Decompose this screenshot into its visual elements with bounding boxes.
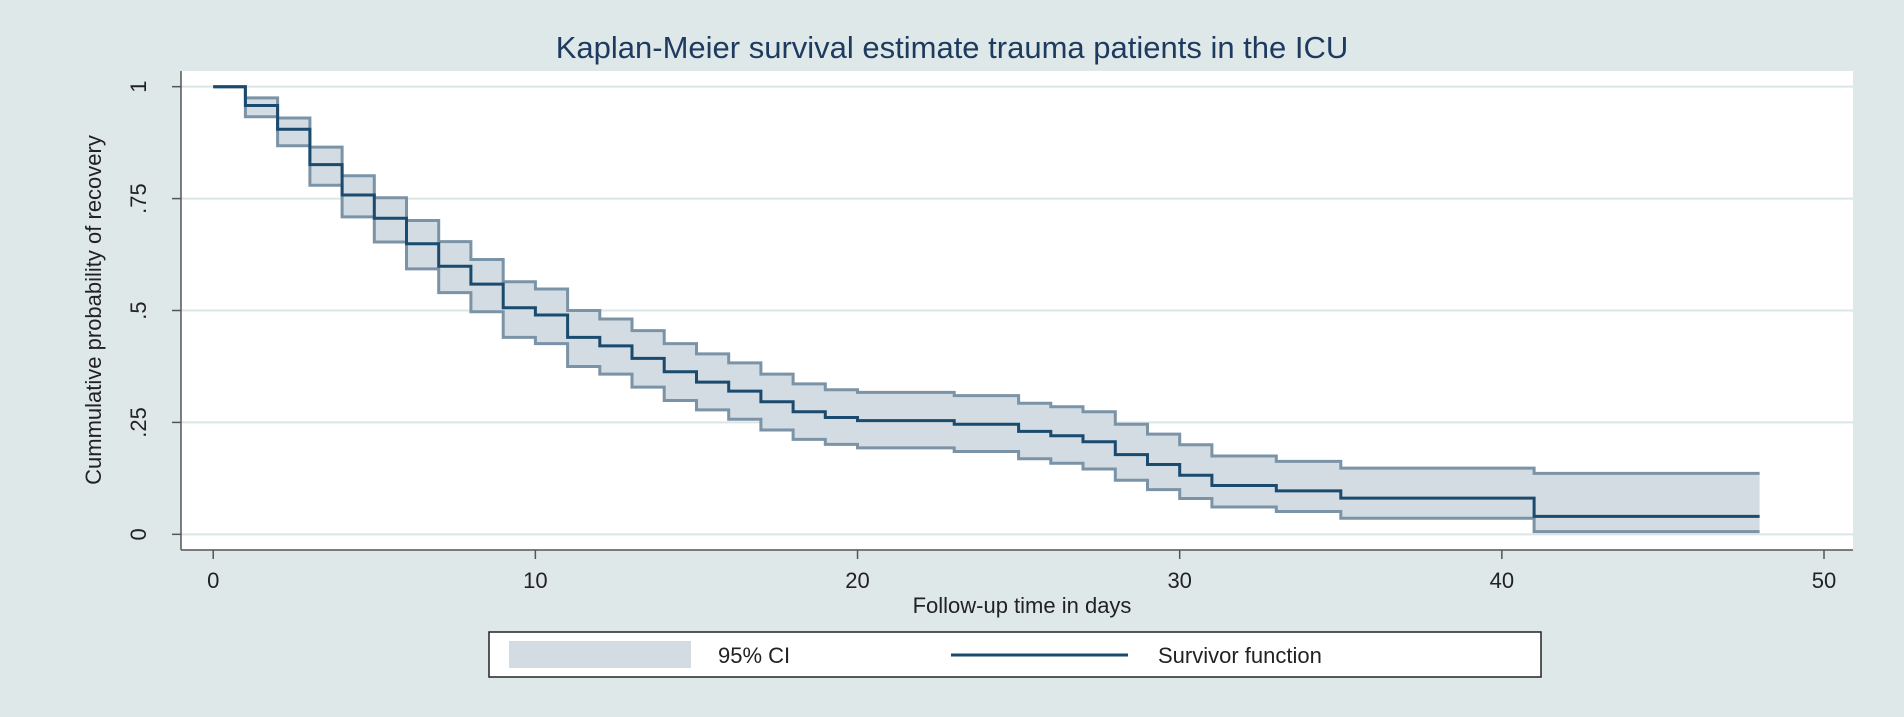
y-tick-label-2: .5: [126, 301, 151, 319]
y-axis-label: Cummulative probability of recovery: [81, 135, 106, 485]
x-axis-label: Follow-up time in days: [913, 593, 1132, 618]
survivor-function-line: [213, 85, 1760, 518]
ci-upper-line: [213, 85, 1760, 475]
x-tick-label-5: 50: [1812, 568, 1836, 593]
legend-ci-swatch: [509, 641, 691, 668]
x-tick-label-0: 0: [207, 568, 219, 593]
legend: 95% CI Survivor function: [488, 631, 1542, 678]
legend-ci-label: 95% CI: [718, 643, 790, 668]
y-tick-label-0: 0: [126, 528, 151, 540]
x-tick-label-1: 10: [523, 568, 547, 593]
axes: 0 10 20 30 40 50 0 .25 .5 .75 1: [126, 71, 1853, 593]
y-tick-label-3: .75: [126, 183, 151, 214]
survivor-series: [213, 85, 1760, 518]
y-tick-label-4: 1: [126, 81, 151, 93]
x-tick-label-2: 20: [845, 568, 869, 593]
x-tick-label-4: 40: [1490, 568, 1514, 593]
legend-survivor-label: Survivor function: [1158, 643, 1322, 668]
chart-title: Kaplan-Meier survival estimate trauma pa…: [556, 30, 1349, 65]
y-tick-label-1: .25: [126, 407, 151, 438]
x-tick-label-3: 30: [1167, 568, 1191, 593]
grid-lines: [181, 85, 1853, 536]
ci-lower-line: [213, 85, 1760, 534]
